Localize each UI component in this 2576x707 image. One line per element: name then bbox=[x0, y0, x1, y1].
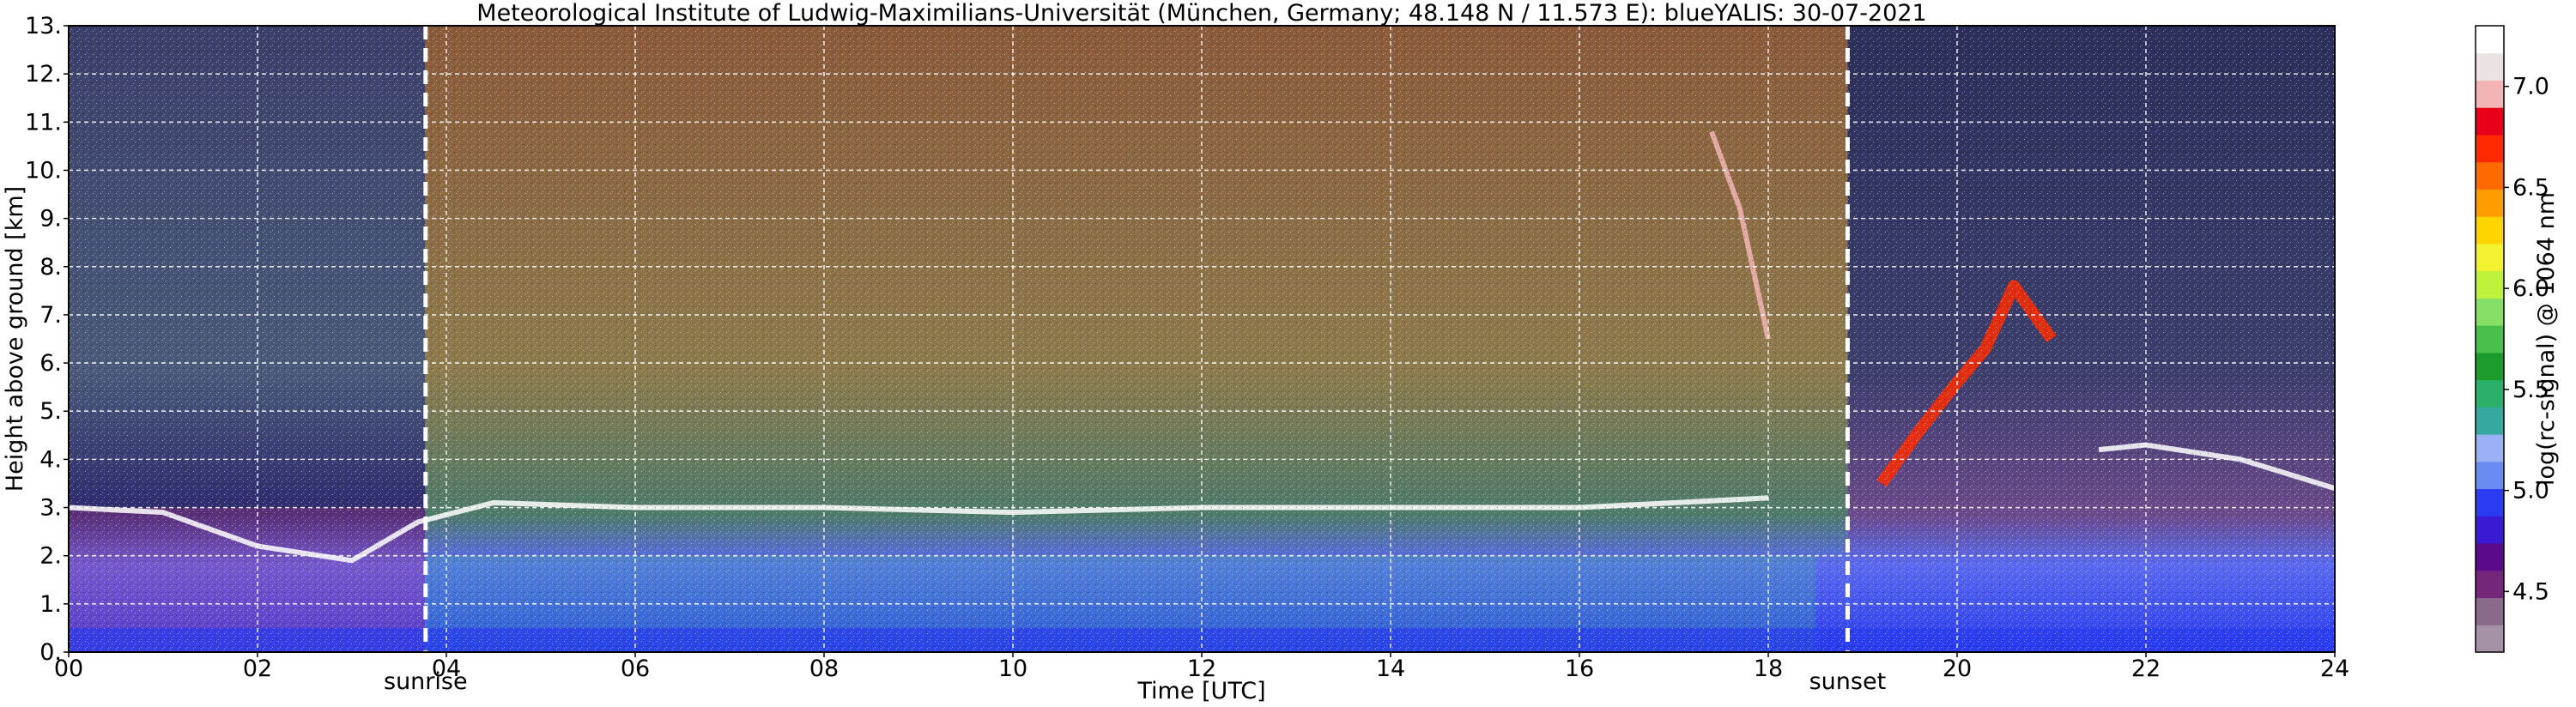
colorbar-segment bbox=[2476, 270, 2504, 299]
x-tick-label: 16 bbox=[1565, 656, 1594, 682]
x-tick-label: 18 bbox=[1754, 656, 1783, 682]
x-tick-label: 12 bbox=[1187, 656, 1216, 682]
x-tick-label: 22 bbox=[2131, 656, 2161, 682]
y-tick-label: 12. bbox=[25, 61, 62, 88]
x-tick-label: 10 bbox=[998, 656, 1027, 682]
chart-title: Meteorological Institute of Ludwig-Maxim… bbox=[476, 0, 1926, 27]
colorbar-segment bbox=[2476, 107, 2504, 136]
colorbar-tick-label: 7.0 bbox=[2512, 74, 2549, 100]
colorbar-segment bbox=[2476, 379, 2504, 408]
sun-labels: sunrise sunset bbox=[384, 668, 1886, 695]
colorbar-segment bbox=[2476, 325, 2504, 354]
colorbar-segment bbox=[2476, 516, 2504, 544]
colorbar-segment bbox=[2476, 243, 2504, 272]
y-tick-label: 10. bbox=[25, 157, 62, 184]
x-axis-label: Time [UTC] bbox=[1136, 678, 1265, 704]
colorbar-segment bbox=[2476, 134, 2504, 163]
y-tick-label: 4. bbox=[39, 446, 62, 473]
colorbar-tick-label: 6.5 bbox=[2512, 174, 2549, 201]
colorbar-segment bbox=[2476, 597, 2504, 625]
y-axis-ticks: 0. 1. 2. 3. 4. 5. 6. 7. 8. 9. 10. 11. 12. 13. bbox=[25, 13, 69, 666]
colorbar-segment bbox=[2476, 298, 2504, 326]
colorbar-segment bbox=[2476, 80, 2504, 108]
x-axis-ticks: 00 02 04 06 08 10 12 14 16 18 20 22 24 bbox=[54, 652, 2349, 682]
x-tick-label: 14 bbox=[1376, 656, 1405, 682]
colorbar-segment bbox=[2476, 52, 2504, 81]
colorbar-tick-label: 6.0 bbox=[2512, 275, 2549, 302]
y-tick-label: 7. bbox=[39, 302, 62, 329]
grid-lines bbox=[69, 26, 2335, 652]
y-tick-label: 8. bbox=[39, 254, 62, 281]
colorbar-segment bbox=[2476, 407, 2504, 435]
y-tick-label: 2. bbox=[39, 543, 62, 570]
colorbar-segment bbox=[2476, 161, 2504, 190]
y-tick-label: 9. bbox=[39, 206, 62, 233]
x-tick-label: 24 bbox=[2320, 656, 2349, 682]
colorbar-segment bbox=[2476, 461, 2504, 490]
y-tick-label: 1. bbox=[39, 591, 62, 618]
sunrise-label: sunrise bbox=[384, 668, 468, 695]
colorbar-tick-label: 4.5 bbox=[2512, 578, 2549, 605]
y-tick-label: 3. bbox=[39, 495, 62, 522]
x-tick-label: 06 bbox=[621, 656, 650, 682]
plot-area bbox=[69, 26, 2335, 652]
colorbar-segment bbox=[2476, 543, 2504, 571]
colorbar-segment bbox=[2476, 26, 2504, 54]
x-tick-label: 00 bbox=[54, 656, 83, 682]
y-tick-label: 11. bbox=[25, 109, 62, 136]
x-tick-label: 02 bbox=[243, 656, 272, 682]
x-tick-label: 20 bbox=[1943, 656, 1972, 682]
colorbar-frame bbox=[2475, 25, 2505, 653]
colorbar-tick-label: 5.0 bbox=[2512, 478, 2549, 505]
colorbar-label: log(rc-signal) @ 1064 nm bbox=[2533, 192, 2560, 486]
colorbar-segment bbox=[2476, 625, 2504, 653]
y-tick-label: 13. bbox=[25, 13, 62, 39]
y-axis-label: Height above ground [km] bbox=[2, 186, 28, 492]
colorbar-segment bbox=[2476, 570, 2504, 599]
colorbar-segment bbox=[2476, 434, 2504, 462]
colorbar: 4.5 5.0 5.5 6.0 6.5 7.0 bbox=[2475, 25, 2549, 653]
y-tick-label: 0. bbox=[39, 639, 62, 666]
x-tick-label: 04 bbox=[432, 656, 461, 682]
colorbar-tick-label: 5.5 bbox=[2512, 377, 2549, 403]
sun-markers bbox=[423, 26, 1850, 652]
sunset-label: sunset bbox=[1809, 668, 1887, 695]
colorbar-segment bbox=[2476, 189, 2504, 217]
y-tick-label: 5. bbox=[39, 398, 62, 425]
colorbar-segment bbox=[2476, 488, 2504, 517]
y-tick-label: 6. bbox=[39, 350, 62, 377]
colorbar-segment bbox=[2476, 216, 2504, 245]
x-tick-label: 08 bbox=[809, 656, 839, 682]
colorbar-segment bbox=[2476, 352, 2504, 381]
